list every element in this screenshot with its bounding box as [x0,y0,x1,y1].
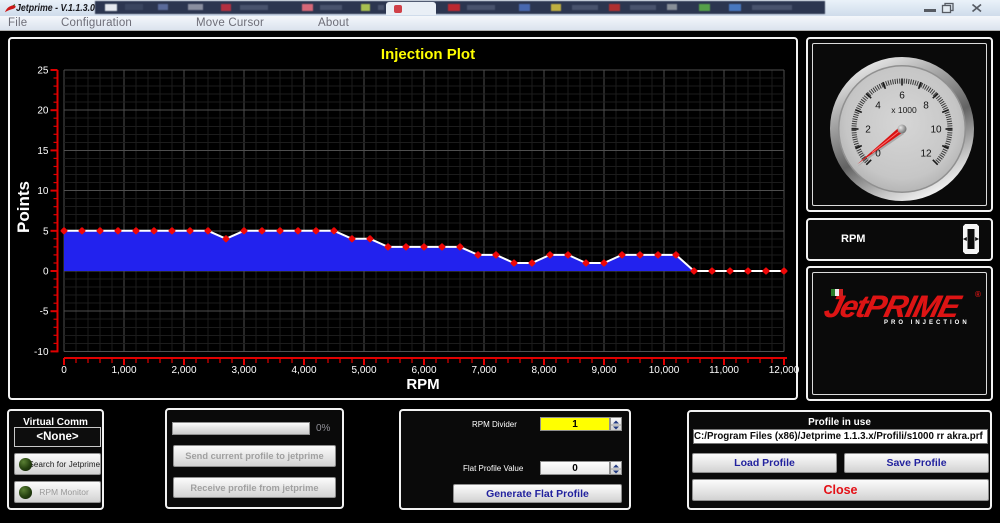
svg-text:25: 25 [37,66,49,77]
svg-text:7,000: 7,000 [471,365,496,376]
svg-text:9,000: 9,000 [591,365,616,376]
svg-text:2,000: 2,000 [171,365,196,376]
svg-text:Injection Plot: Injection Plot [381,46,475,63]
svg-text:5,000: 5,000 [351,365,376,376]
svg-text:15: 15 [37,146,49,157]
svg-text:-10: -10 [34,347,49,358]
svg-text:x 1000: x 1000 [891,105,917,115]
svg-text:20: 20 [37,106,49,117]
svg-text:8: 8 [923,101,929,112]
svg-text:0: 0 [61,365,67,376]
svg-text:5: 5 [43,226,49,237]
svg-text:6: 6 [899,91,905,102]
svg-text:0: 0 [875,149,881,160]
svg-text:4: 4 [875,101,881,112]
svg-text:8,000: 8,000 [531,365,556,376]
svg-text:6,000: 6,000 [411,365,436,376]
svg-text:4,000: 4,000 [291,365,316,376]
svg-text:10,000: 10,000 [649,365,680,376]
svg-text:11,000: 11,000 [709,365,739,376]
svg-text:Points: Points [14,181,33,233]
svg-text:0: 0 [43,267,49,278]
svg-text:2: 2 [865,125,871,136]
svg-text:3,000: 3,000 [231,365,256,376]
svg-text:10: 10 [37,186,49,197]
svg-text:10: 10 [930,125,942,136]
svg-text:-5: -5 [40,307,49,318]
svg-text:1,000: 1,000 [111,365,136,376]
svg-text:RPM: RPM [406,376,439,393]
svg-text:12,000: 12,000 [769,365,799,376]
svg-text:12: 12 [920,149,932,160]
